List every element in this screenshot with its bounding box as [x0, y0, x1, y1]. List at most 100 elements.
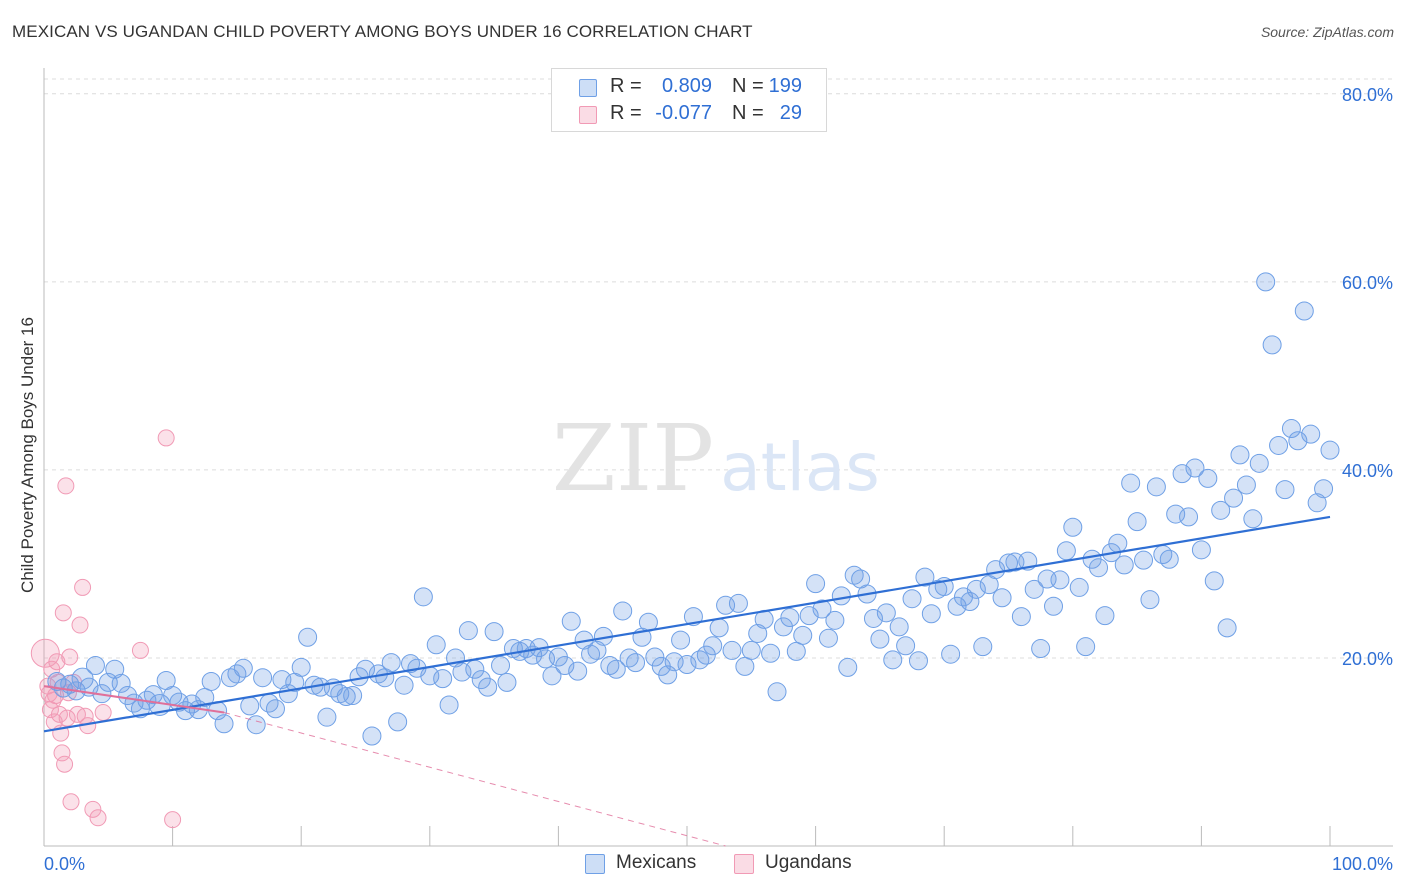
mexicans-point [491, 655, 511, 675]
mexicans-point [831, 586, 851, 606]
mexicans-point [671, 630, 691, 650]
grid-lines [44, 78, 1393, 659]
mexicans-point [825, 610, 845, 630]
mexicans-point [246, 715, 266, 735]
ugandans-point [54, 604, 72, 622]
mexicans-point [118, 686, 138, 706]
mexicans-point [613, 601, 633, 621]
mexicans-point [105, 659, 125, 679]
ugandans-point [84, 800, 102, 818]
mexicans-point [1236, 475, 1256, 495]
mexicans-point [883, 650, 903, 670]
mexicans-point [844, 565, 864, 585]
mexicans-point [1314, 479, 1334, 499]
mexicans-point [1185, 458, 1205, 478]
mexicans-point [317, 707, 337, 727]
mexicans-point [1172, 464, 1192, 484]
mexicans-point [902, 589, 922, 609]
x-tick-label-start: 0.0% [44, 854, 85, 874]
mexicans-point [343, 686, 363, 706]
mexicans-point [388, 712, 408, 732]
mexicans-point [1211, 500, 1231, 520]
mexicans-point [947, 596, 967, 616]
mexicans-point [561, 611, 581, 631]
ugandans-point [50, 705, 68, 723]
mexicans-point [908, 651, 928, 671]
ugandans-point [57, 477, 75, 495]
legend-row-ugandans: R = -0.077 N = 29 [552, 102, 826, 128]
mexicans-point [555, 655, 575, 675]
mexicans-point [240, 696, 260, 716]
mexicans-point [780, 608, 800, 628]
mexicans-point [1262, 335, 1282, 355]
axes [43, 68, 1393, 847]
mexicans-point [1307, 493, 1327, 513]
legend-n-label: N = [732, 75, 764, 97]
mexicans-point [735, 656, 755, 676]
mexicans-point [362, 726, 382, 746]
mexicans-point [1269, 435, 1289, 455]
mexicans-point [773, 617, 793, 637]
chart-title: MEXICAN VS UGANDAN CHILD POVERTY AMONG B… [12, 22, 753, 41]
ugandans-label: Ugandans [765, 852, 852, 873]
y-tick-label: 40.0% [1342, 461, 1393, 481]
mexicans-point [1127, 512, 1147, 532]
mexicans-point [728, 593, 748, 613]
mexicans-point [1140, 590, 1160, 610]
mexicans-label: Mexicans [616, 852, 697, 873]
ugandans-point [53, 744, 71, 762]
legend-swatch-mexicans [579, 79, 597, 97]
mexicans-point [626, 653, 646, 673]
ugandans-point [48, 653, 66, 671]
mexicans-point [748, 624, 768, 644]
mexicans-point [1011, 607, 1031, 627]
y-tick-label: 80.0% [1342, 85, 1393, 105]
watermark-zip: ZIP [552, 405, 714, 512]
mexicans-point [921, 604, 941, 624]
mexicans-swatch [585, 854, 605, 874]
ugandans-point [58, 709, 76, 727]
ugandans-point [61, 648, 79, 666]
mexicans-point [1191, 540, 1211, 560]
mexicans-point [1108, 533, 1128, 553]
mexicans-point [1050, 570, 1070, 590]
mexicans-points [47, 272, 1340, 746]
mexicans-point [111, 673, 131, 693]
mexicans-point [214, 714, 234, 734]
mexicans-point [645, 647, 665, 667]
mexicans-point [896, 636, 916, 656]
ugandans-point [94, 703, 112, 721]
mexicans-point [497, 672, 517, 692]
mexicans-point [298, 627, 318, 647]
mexicans-point [587, 640, 607, 660]
mexicans-point [1063, 517, 1083, 537]
watermark-atlas: atlas [720, 429, 880, 506]
mexicans-point [992, 588, 1012, 608]
mexicans-point [600, 655, 620, 675]
mexicans-point [606, 659, 626, 679]
mexicans-point [838, 657, 858, 677]
mexicans-point [1230, 445, 1250, 465]
mexicans-point [458, 621, 478, 641]
mexicans-point [381, 653, 401, 673]
mexicans-point [394, 675, 414, 695]
mexicans-point [915, 567, 935, 587]
mexicans-point [291, 657, 311, 677]
legend-n-label: N = [732, 102, 764, 124]
mexicans-point [85, 655, 105, 675]
mexicans-point [568, 661, 588, 681]
mexicans-point [471, 670, 491, 690]
mexicans-point [786, 641, 806, 661]
ugandans-point [30, 638, 60, 668]
ugandans-trend-line [43, 685, 225, 714]
mexicans-point [1301, 424, 1321, 444]
mexicans-point [1294, 301, 1314, 321]
mexicans-point [889, 617, 909, 637]
mexicans-point [709, 618, 729, 638]
mexicans-point [876, 603, 896, 623]
mexicans-point [722, 640, 742, 660]
ugandans-swatch [734, 854, 754, 874]
mexicans-point [683, 607, 703, 627]
legend-row-mexicans: R = 0.809 N = 199 [552, 75, 826, 101]
